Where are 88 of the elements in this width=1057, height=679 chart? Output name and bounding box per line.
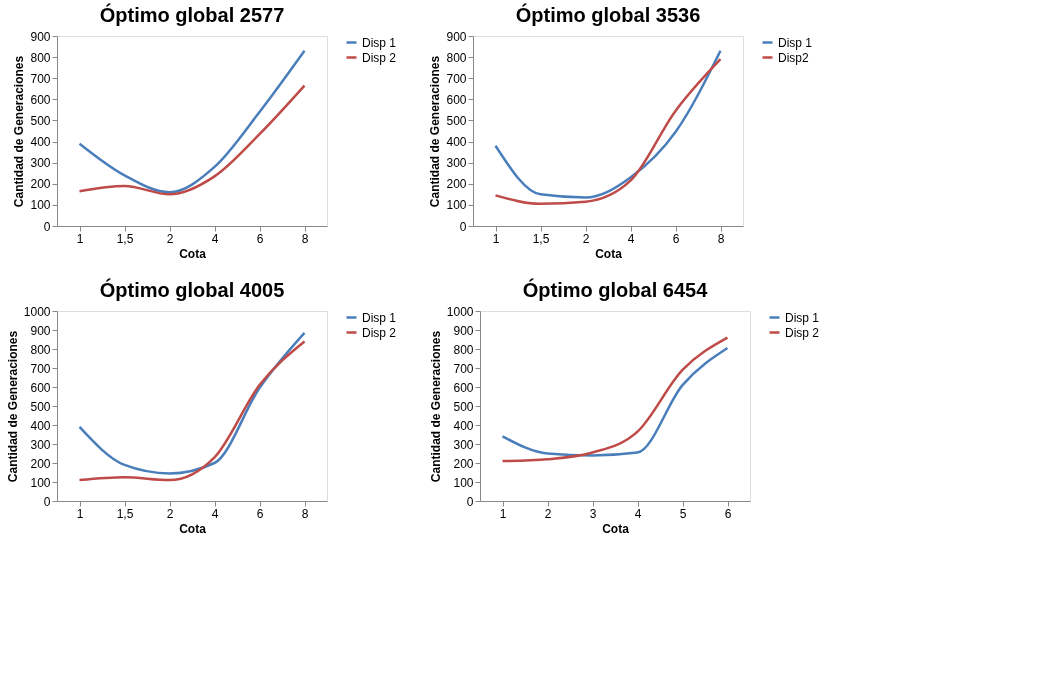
- legend-label: Disp 1: [778, 35, 813, 50]
- y-axis-title: Cantidad de Generaciones: [5, 330, 20, 483]
- y-tick-label: 0: [459, 219, 467, 234]
- y-tick-label: 900: [453, 323, 474, 338]
- x-tick-label: 6: [724, 506, 732, 521]
- x-tick-label: 4: [211, 506, 219, 521]
- x-tick-label: 1,5: [532, 231, 550, 246]
- y-tick-label: 500: [453, 399, 474, 414]
- x-axis-title: Cota: [179, 246, 207, 261]
- x-tick-label: 5: [679, 506, 687, 521]
- x-tick-label: 1: [76, 506, 84, 521]
- y-axis-title: Cantidad de Generaciones: [12, 55, 27, 208]
- x-tick-label: 1: [499, 506, 507, 521]
- chart-title: Óptimo global 4005: [99, 278, 285, 301]
- y-tick-label: 800: [453, 342, 474, 357]
- chart-title: Óptimo global 3536: [515, 3, 701, 26]
- y-tick-label: 100: [446, 198, 467, 213]
- y-tick-label: 900: [30, 29, 51, 44]
- x-axis-title: Cota: [602, 521, 630, 536]
- y-tick-label: 700: [30, 71, 51, 86]
- y-tick-label: 100: [30, 198, 51, 213]
- y-tick-label: 200: [446, 177, 467, 192]
- y-tick-label: 100: [453, 475, 474, 490]
- y-tick-label: 600: [30, 380, 51, 395]
- x-tick-label: 8: [717, 231, 725, 246]
- y-tick-label: 700: [30, 361, 51, 376]
- chart-title: Óptimo global 6454: [522, 278, 709, 301]
- x-tick-label: 4: [634, 506, 642, 521]
- legend-label: Disp 1: [362, 35, 397, 50]
- legend-label: Disp2: [778, 50, 810, 65]
- line-series: [78, 84, 306, 196]
- y-tick-label: 400: [446, 135, 467, 150]
- y-axis-title: Cantidad de Generaciones: [428, 55, 443, 208]
- y-tick-label: 300: [446, 156, 467, 171]
- x-tick-label: 2: [166, 506, 174, 521]
- x-tick-label: 4: [627, 231, 635, 246]
- x-tick-label: 1,5: [116, 506, 134, 521]
- x-tick-label: 2: [582, 231, 590, 246]
- y-tick-label: 200: [30, 177, 51, 192]
- y-tick-label: 200: [453, 456, 474, 471]
- x-tick-label: 1: [492, 231, 500, 246]
- y-tick-label: 300: [30, 437, 51, 452]
- line-series: [78, 49, 306, 194]
- y-tick-label: 300: [30, 156, 51, 171]
- x-tick-label: 4: [211, 231, 219, 246]
- y-tick-label: 400: [30, 135, 51, 150]
- x-axis-title: Cota: [179, 521, 207, 536]
- chart-title: Óptimo global 2577: [99, 3, 285, 26]
- x-tick-label: 8: [301, 506, 309, 521]
- x-tick-label: 6: [256, 506, 264, 521]
- x-tick-label: 2: [166, 231, 174, 246]
- y-tick-label: 400: [453, 418, 474, 433]
- legend-label: Disp 2: [362, 50, 397, 65]
- legend-label: Disp 1: [362, 310, 397, 325]
- y-tick-label: 200: [30, 456, 51, 471]
- y-tick-label: 1000: [23, 304, 51, 319]
- x-tick-label: 6: [256, 231, 264, 246]
- y-tick-label: 300: [453, 437, 474, 452]
- y-tick-label: 800: [446, 50, 467, 65]
- y-tick-label: 600: [453, 380, 474, 395]
- x-tick-label: 6: [672, 231, 680, 246]
- y-tick-label: 800: [30, 342, 51, 357]
- y-tick-label: 900: [446, 29, 467, 44]
- x-tick-label: 1: [76, 231, 84, 246]
- y-tick-label: 700: [446, 71, 467, 86]
- y-tick-label: 900: [30, 323, 51, 338]
- y-tick-label: 700: [453, 361, 474, 376]
- legend-label: Disp 2: [362, 325, 397, 340]
- x-tick-label: 8: [301, 231, 309, 246]
- legend-label: Disp 1: [785, 310, 820, 325]
- x-axis-title: Cota: [595, 246, 623, 261]
- y-tick-label: 600: [446, 92, 467, 107]
- y-tick-label: 400: [30, 418, 51, 433]
- x-tick-label: 2: [544, 506, 552, 521]
- y-tick-label: 800: [30, 50, 51, 65]
- y-axis-title: Cantidad de Generaciones: [428, 330, 443, 483]
- x-tick-label: 3: [589, 506, 597, 521]
- y-tick-label: 0: [43, 494, 51, 509]
- y-tick-label: 0: [466, 494, 474, 509]
- y-tick-label: 100: [30, 475, 51, 490]
- y-tick-label: 600: [30, 92, 51, 107]
- y-tick-label: 1000: [446, 304, 474, 319]
- y-tick-label: 500: [30, 113, 51, 128]
- x-tick-label: 1,5: [116, 231, 134, 246]
- y-tick-label: 500: [30, 399, 51, 414]
- y-tick-label: 0: [43, 219, 51, 234]
- legend-label: Disp 2: [785, 325, 820, 340]
- y-tick-label: 500: [446, 113, 467, 128]
